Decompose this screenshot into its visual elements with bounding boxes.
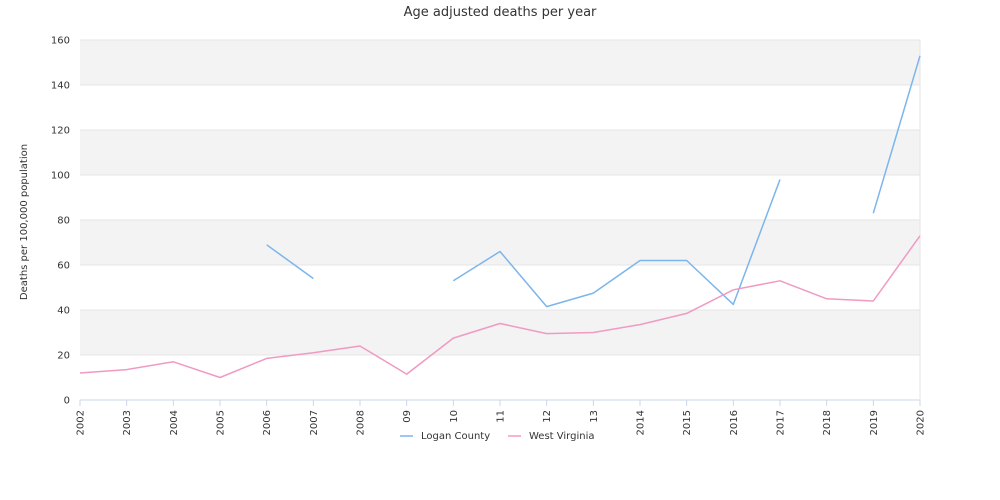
series-line-logan-county xyxy=(452,179,781,308)
series-lines xyxy=(79,55,921,379)
x-tick-label: 11 xyxy=(496,410,507,423)
x-tick-label: 2005 xyxy=(216,410,227,435)
y-tick-label: 60 xyxy=(57,261,70,272)
y-axis-label: Deaths per 100,000 population xyxy=(19,144,30,300)
legend-item-west-virginia[interactable]: West Virginia xyxy=(508,431,594,442)
x-tick-label: 12 xyxy=(542,410,553,423)
y-tick-label: 0 xyxy=(64,396,70,407)
y-tick-label: 120 xyxy=(51,126,70,137)
y-axis-tick-labels: 0 20 40 60 80 100 120 140 160 xyxy=(51,36,70,407)
x-tick-label: 2008 xyxy=(356,410,367,435)
plot-band xyxy=(80,130,920,175)
x-tick-label: 09 xyxy=(402,410,413,423)
x-tick-label: 2006 xyxy=(262,410,273,435)
x-tick-label: 2017 xyxy=(776,410,787,435)
y-tick-label: 160 xyxy=(51,36,70,47)
y-tick-label: 20 xyxy=(57,351,70,362)
x-tick-label: 10 xyxy=(449,410,460,423)
x-tick-label: 2016 xyxy=(729,410,740,435)
series-line-logan-county xyxy=(266,244,314,280)
x-tick-label: 13 xyxy=(589,410,600,423)
y-tick-label: 80 xyxy=(57,216,70,227)
plot-band xyxy=(80,355,920,400)
x-tick-label: 2018 xyxy=(822,410,833,435)
plot-band xyxy=(80,40,920,85)
x-axis-tick-labels: 2002 2003 2004 2005 2006 2007 2008 09 10 11 12 13 20… xyxy=(76,410,927,435)
legend-item-logan-county[interactable]: Logan County xyxy=(400,431,490,442)
x-tick-label: 2015 xyxy=(682,410,693,435)
x-axis-tick-marks xyxy=(79,400,921,406)
x-tick-label: 2003 xyxy=(122,410,133,435)
plot-band xyxy=(80,265,920,310)
legend-label-logan-county: Logan County xyxy=(421,431,490,442)
series-line-logan-county xyxy=(872,55,921,214)
y-tick-label: 140 xyxy=(51,81,70,92)
x-tick-label: 2007 xyxy=(309,410,320,435)
chart-title: Age adjusted deaths per year xyxy=(404,5,597,20)
y-tick-label: 100 xyxy=(51,171,70,182)
plot-band xyxy=(80,220,920,265)
legend: Logan County West Virginia xyxy=(400,431,594,442)
x-tick-label: 2002 xyxy=(76,410,87,435)
plot-band xyxy=(80,175,920,220)
y-tick-label: 40 xyxy=(57,306,70,317)
legend-label-west-virginia: West Virginia xyxy=(529,431,594,442)
x-tick-label: 2019 xyxy=(869,410,880,435)
x-tick-label: 2014 xyxy=(636,410,647,435)
plot-band xyxy=(80,85,920,130)
x-tick-label: 2004 xyxy=(169,410,180,435)
plot-background-bands xyxy=(80,40,920,400)
x-tick-label: 2020 xyxy=(916,410,927,435)
series-line-west-virginia xyxy=(79,235,921,379)
plot-band xyxy=(80,310,920,355)
